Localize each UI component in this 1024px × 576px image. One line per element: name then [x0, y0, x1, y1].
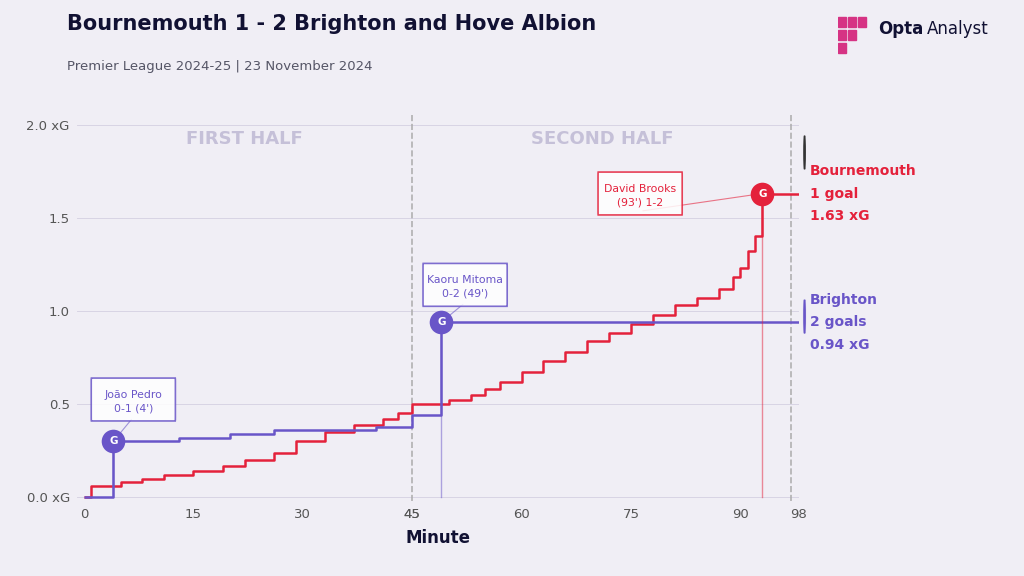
Text: 2 goals: 2 goals [810, 315, 866, 329]
Text: G: G [758, 188, 767, 199]
Text: 1.63 xG: 1.63 xG [810, 209, 869, 223]
Text: G: G [109, 437, 118, 446]
Bar [858, 17, 866, 28]
Text: 0.94 xG: 0.94 xG [810, 338, 869, 351]
Text: SECOND HALF: SECOND HALF [530, 130, 673, 148]
Text: David Brooks: David Brooks [604, 184, 676, 194]
Text: Premier League 2024-25 | 23 November 2024: Premier League 2024-25 | 23 November 202… [67, 60, 372, 74]
Text: Opta: Opta [879, 20, 924, 38]
Text: Brighton: Brighton [810, 293, 878, 307]
Text: 0-1 (4'): 0-1 (4') [114, 403, 153, 414]
Text: 0-2 (49'): 0-2 (49') [442, 289, 488, 299]
Text: G: G [437, 317, 445, 327]
FancyBboxPatch shape [423, 263, 507, 306]
Text: Bournemouth: Bournemouth [810, 164, 916, 178]
Circle shape [804, 300, 805, 334]
Text: 1 goal: 1 goal [810, 187, 858, 200]
X-axis label: Minute: Minute [406, 529, 470, 547]
Bar [848, 30, 856, 40]
Bar [838, 17, 846, 28]
FancyBboxPatch shape [598, 172, 682, 215]
Text: FIRST HALF: FIRST HALF [186, 130, 303, 148]
Bar [838, 43, 846, 54]
Text: João Pedro: João Pedro [104, 390, 162, 400]
Text: Analyst: Analyst [927, 20, 988, 38]
Bar [838, 30, 846, 40]
FancyBboxPatch shape [91, 378, 175, 421]
Circle shape [804, 136, 805, 169]
Text: Bournemouth 1 - 2 Brighton and Hove Albion: Bournemouth 1 - 2 Brighton and Hove Albi… [67, 14, 596, 35]
Bar [848, 17, 856, 28]
Text: (93') 1-2: (93') 1-2 [617, 198, 664, 207]
Text: Kaoru Mitoma: Kaoru Mitoma [427, 275, 503, 285]
